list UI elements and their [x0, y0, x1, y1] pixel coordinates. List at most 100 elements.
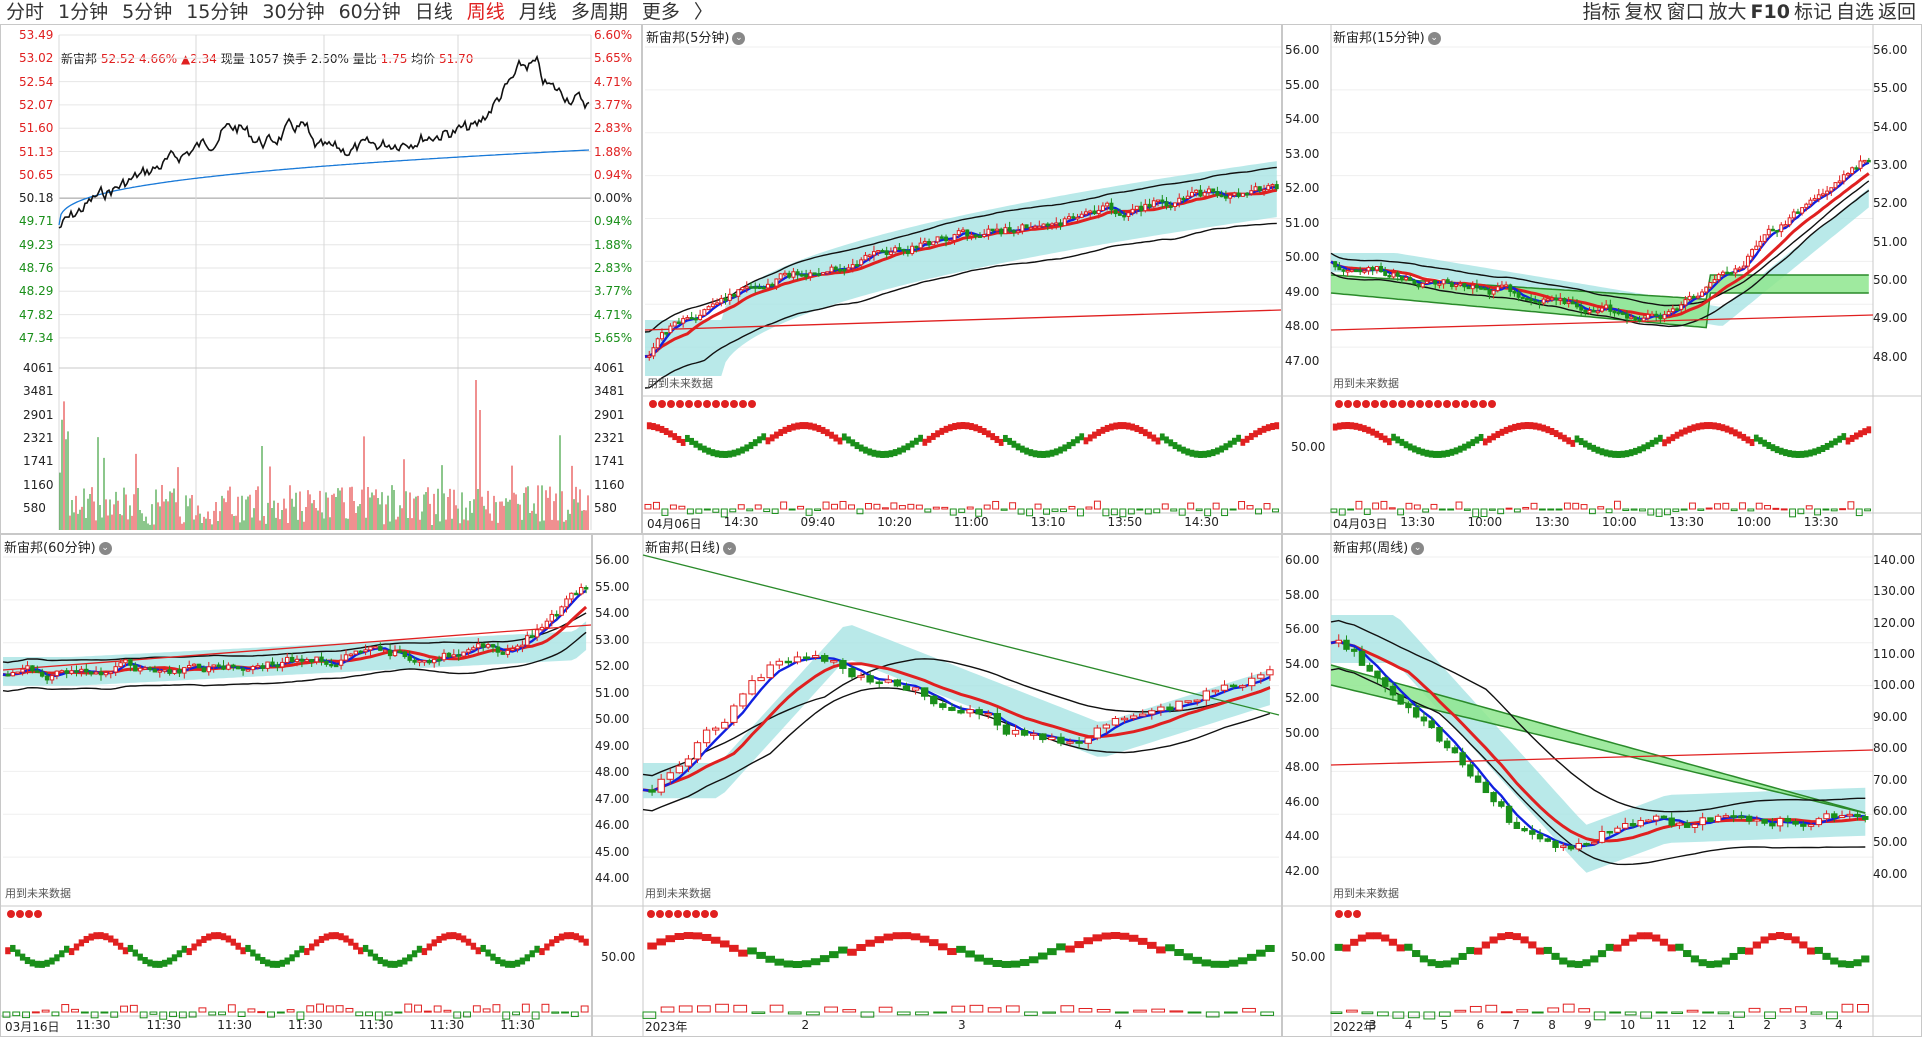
histogram-bar	[306, 1005, 315, 1013]
green-band-line	[1330, 684, 1866, 814]
sub-signal-badge	[692, 910, 700, 918]
candle-body	[675, 765, 684, 774]
watchlist-button[interactable]: 自选	[1835, 1, 1874, 23]
candle-body	[1238, 685, 1247, 688]
sub-signal-badge	[1335, 400, 1343, 408]
tab-weekly[interactable]: 周线	[466, 1, 505, 23]
price-tick: 49.71	[19, 214, 54, 229]
candle-body	[721, 721, 729, 729]
tab-30min[interactable]: 30分钟	[262, 1, 325, 23]
y-tick-right: 50.00	[1873, 273, 1908, 287]
chart-5min-panel[interactable]: 新宙邦(5分钟) ⌄ 用到未来数据 04月06日 14:30 09:40 10:20 11…	[642, 24, 1282, 534]
candle-body	[1614, 827, 1621, 833]
ma-line-black	[1330, 619, 1866, 813]
histogram-bar	[1246, 505, 1254, 510]
candle-body	[103, 672, 109, 676]
tab-5min[interactable]: 5分钟	[122, 1, 173, 23]
candle-body	[685, 317, 690, 320]
y-tick-right: 54.00	[1873, 119, 1908, 134]
price-tick: 47.82	[19, 307, 54, 322]
chart-weekly-panel[interactable]: 新宙邦(周线) ⌄ 用到未来数据 60.00 58.00 56.00 54.00 52.0…	[1282, 534, 1922, 1037]
histogram-bar	[1263, 503, 1271, 510]
candle-body	[1625, 313, 1629, 319]
candle-body	[1776, 817, 1784, 827]
candle-body	[1545, 298, 1550, 301]
ma-line-black	[1330, 667, 1866, 866]
chevron-down-icon[interactable]: ⌄	[732, 32, 746, 45]
candle-body	[1821, 193, 1825, 196]
histogram-bar	[1096, 1008, 1111, 1013]
y-tick: 53.00	[1285, 146, 1320, 161]
candle-body	[1096, 209, 1101, 215]
candle-body	[1436, 727, 1443, 742]
candle-body	[299, 658, 305, 662]
tab-daily[interactable]: 日线	[414, 1, 453, 23]
sub-signal-badge	[730, 400, 738, 408]
candle-body	[1708, 282, 1713, 288]
tab-more[interactable]: 更多	[641, 1, 680, 23]
tab-1min[interactable]: 1分钟	[58, 1, 109, 23]
adjust-button[interactable]: 复权	[1624, 1, 1663, 23]
candle-body	[446, 652, 452, 658]
candle-body	[1266, 185, 1271, 191]
candle-body	[177, 669, 182, 674]
candle-body	[855, 264, 859, 267]
histogram-bar	[453, 1011, 462, 1019]
y-tick: 52.00	[1285, 181, 1320, 195]
tab-60min[interactable]: 60分钟	[338, 1, 401, 23]
intraday-chart-panel[interactable]: 新宙邦 52.52 4.66% ▲2.34 现量 1057 换手 2.50% 量…	[0, 24, 642, 534]
candle-body	[1215, 191, 1220, 196]
tab-15min[interactable]: 15分钟	[186, 1, 249, 23]
tab-monthly[interactable]: 月线	[518, 1, 557, 23]
chart-60min-panel[interactable]: 新宙邦(60分钟) ⌄ 用到未来数据 03月16日 11:30 11:30 11:30 1…	[0, 534, 592, 1037]
quote-info-bar: 新宙邦 52.52 4.66% ▲2.34 现量 1057 换手 2.50% 量…	[61, 50, 473, 67]
candle-body	[1704, 286, 1709, 293]
back-button[interactable]: 返回	[1877, 1, 1916, 23]
y-tick-right: 120.00	[1873, 615, 1915, 630]
candle-body	[1253, 186, 1258, 192]
tab-timeshare[interactable]: 分时	[6, 1, 45, 23]
candle-body	[1633, 316, 1638, 321]
chevron-down-icon[interactable]: ⌄	[1411, 542, 1425, 555]
candle-body	[930, 695, 938, 705]
candle-body	[554, 613, 559, 617]
candle-body	[451, 654, 457, 658]
candle-body	[730, 705, 738, 723]
candle-body	[1520, 296, 1525, 300]
chart-daily-panel[interactable]: 新宙邦(日线) ⌄ 用到未来数据 56.00 55.00 54.00 53.00 52.0…	[592, 534, 1282, 1037]
candle-body	[1741, 265, 1746, 269]
histogram-bar	[1597, 506, 1605, 510]
candle-body	[664, 332, 669, 335]
histogram-bar	[169, 1011, 177, 1018]
window-button[interactable]: 窗口	[1666, 1, 1705, 23]
indicator-button[interactable]: 指标	[1582, 1, 1621, 23]
chevron-right-icon[interactable]: 〉	[693, 1, 713, 23]
chevron-down-icon[interactable]: ⌄	[723, 542, 737, 555]
histogram-bar	[61, 1004, 70, 1013]
candle-body	[1168, 205, 1173, 208]
histogram-bar	[531, 1011, 540, 1020]
histogram-bar	[1747, 508, 1755, 512]
f10-button[interactable]: F10	[1750, 1, 1790, 23]
sub-signal-badge	[685, 400, 693, 408]
candle-body	[30, 665, 35, 672]
histogram-bar	[1814, 508, 1821, 516]
candle-body	[944, 236, 949, 242]
tab-multi-period[interactable]: 多周期	[570, 1, 628, 23]
chevron-down-icon[interactable]: ⌄	[1427, 32, 1441, 45]
candle-body	[1193, 699, 1201, 703]
chart-15min-panel[interactable]: 新宙邦(15分钟) ⌄ 用到未来数据 56.00 55.00 54.00 53.00 52…	[1282, 24, 1922, 534]
chevron-down-icon[interactable]: ⌄	[98, 542, 112, 555]
histogram-bar	[1076, 508, 1084, 517]
zoom-button[interactable]: 放大	[1708, 1, 1747, 23]
histogram-bar	[898, 505, 906, 510]
candle-body	[1750, 249, 1755, 257]
histogram-bar	[1169, 1010, 1184, 1013]
candle-body	[1754, 245, 1759, 251]
histogram-bar	[1839, 508, 1846, 511]
candle-body	[431, 658, 437, 664]
candle-body	[812, 272, 817, 275]
right-toolbar: 指标 复权 窗口 放大 F10 标记 自选 返回	[1582, 1, 1916, 23]
mark-button[interactable]: 标记	[1793, 1, 1832, 23]
ma-line-red	[642, 662, 1271, 793]
